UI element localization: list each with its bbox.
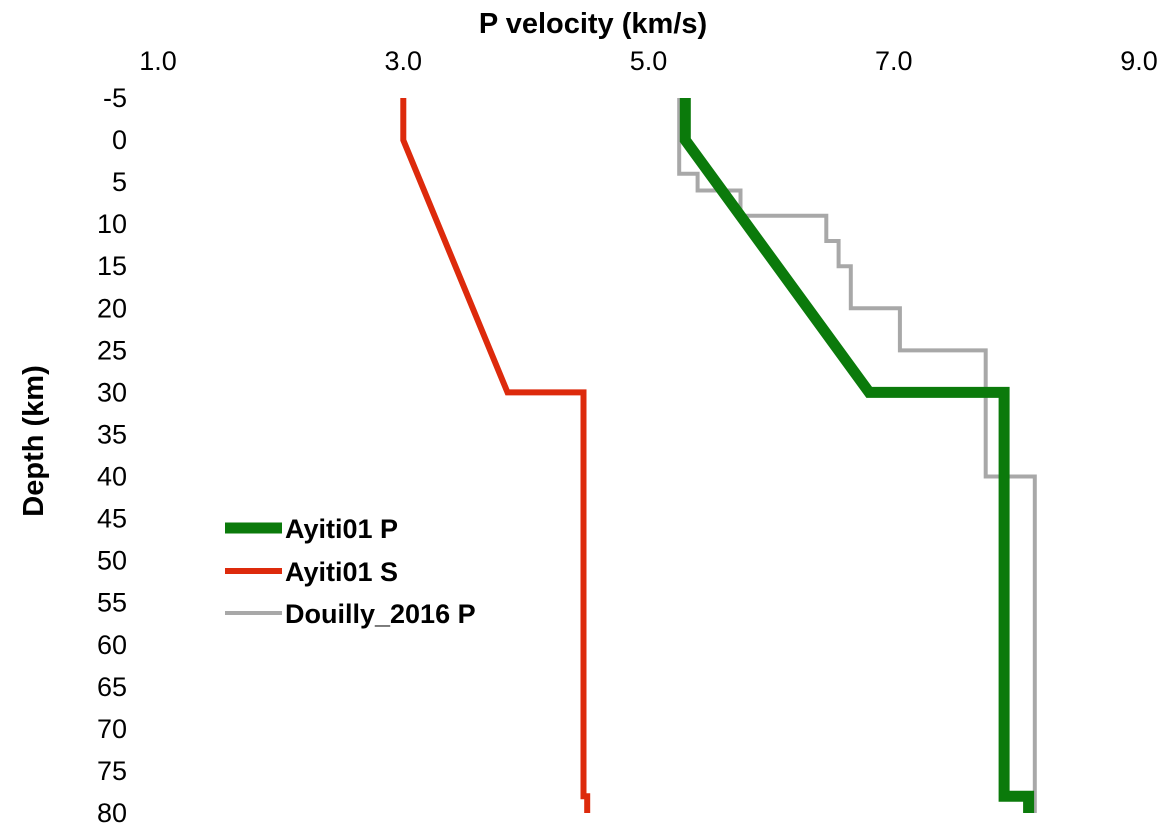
y-tick-label: 50 [97, 546, 127, 576]
y-tick-label: 55 [97, 588, 127, 618]
series-line-douilly-2016-p [677, 98, 1037, 813]
x-tick-label: 7.0 [875, 46, 913, 76]
x-tick-label: 9.0 [1120, 46, 1158, 76]
series-line-ayiti01-s [400, 98, 591, 813]
series-lines [400, 98, 1037, 813]
x-axis-title: P velocity (km/s) [479, 8, 707, 40]
y-tick-label: 0 [112, 125, 127, 155]
y-tick-label: 60 [97, 630, 127, 660]
y-tick-label: 45 [97, 504, 127, 534]
y-tick-label: 25 [97, 335, 127, 365]
legend-label: Ayiti01 P [285, 514, 398, 544]
x-tick-label: 3.0 [384, 46, 422, 76]
y-tick-label: 20 [97, 293, 127, 323]
y-tick-label: 70 [97, 714, 127, 744]
y-axis-title: Depth (km) [18, 365, 50, 516]
y-tick-label: 65 [97, 672, 127, 702]
legend-label: Douilly_2016 P [285, 599, 476, 629]
y-tick-label: 10 [97, 209, 127, 239]
y-tick-label: 40 [97, 462, 127, 492]
x-tick-label: 1.0 [139, 46, 177, 76]
y-tick-label: 80 [97, 798, 127, 828]
legend: Ayiti01 P Ayiti01 S Douilly_2016 P [225, 514, 476, 629]
y-tick-label: 5 [112, 167, 127, 197]
y-tick-label: 15 [97, 251, 127, 281]
y-tick-label: 35 [97, 419, 127, 449]
y-tick-label: -5 [103, 83, 127, 113]
x-tick-label: 5.0 [630, 46, 668, 76]
series-line-ayiti01-p [679, 98, 1035, 813]
y-tick-label: 30 [97, 377, 127, 407]
y-tick-labels: -5 0 5 10 15 20 25 30 35 40 45 50 55 60 65 70 75 80 [97, 83, 127, 828]
legend-label: Ayiti01 S [285, 557, 398, 587]
x-tick-labels: 1.0 3.0 5.0 7.0 9.0 [139, 46, 1158, 76]
y-tick-label: 75 [97, 756, 127, 786]
